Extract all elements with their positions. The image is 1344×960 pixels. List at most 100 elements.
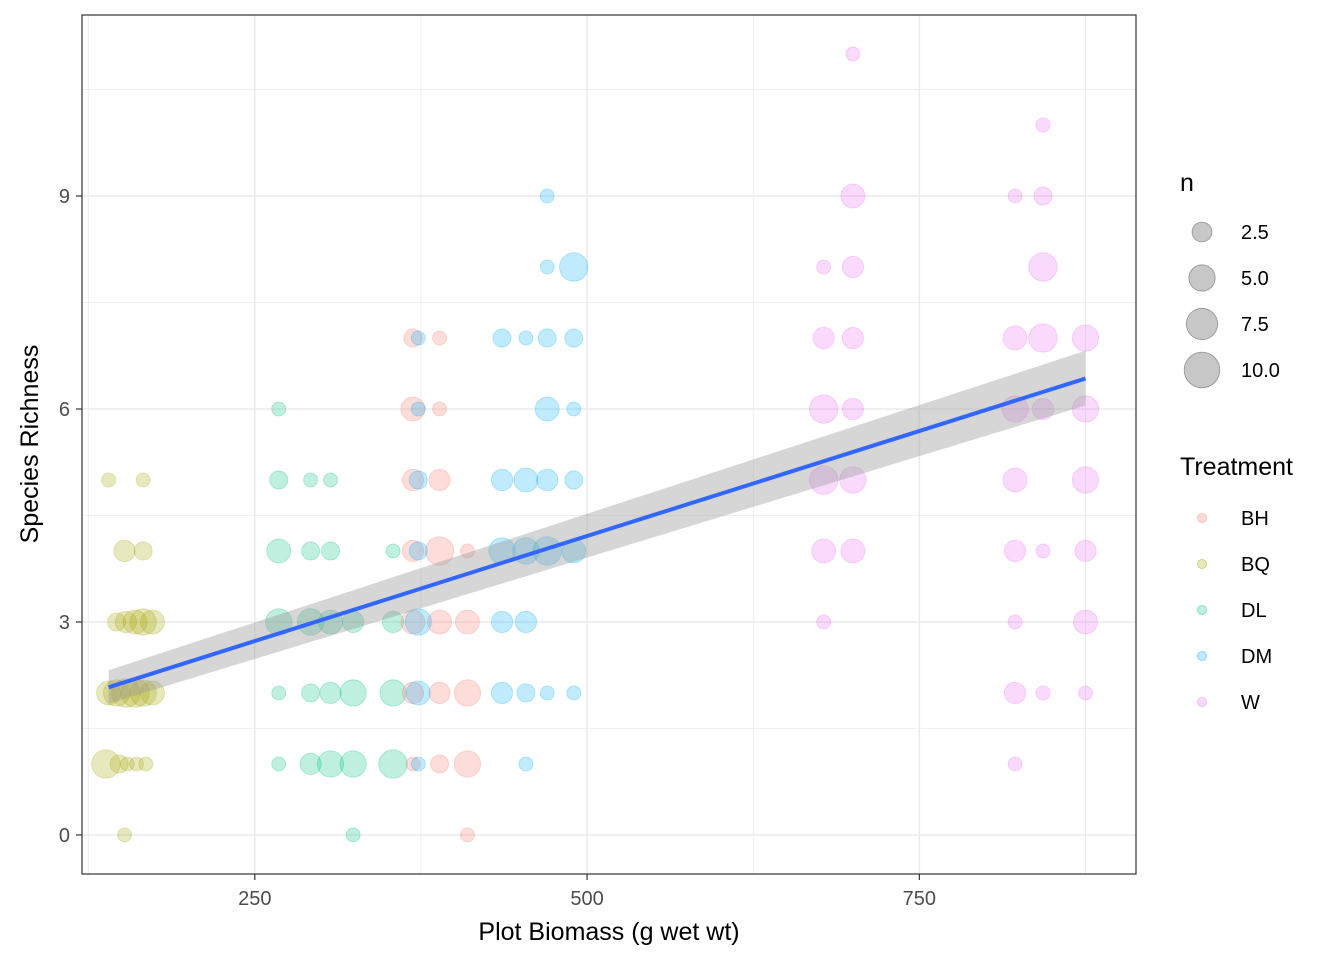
data-point-bh	[430, 754, 450, 774]
size-legend-label: 7.5	[1241, 314, 1269, 336]
data-point-dl	[379, 679, 407, 707]
data-point-w	[809, 465, 839, 495]
size-legend-key	[1183, 351, 1221, 389]
data-point-w	[1007, 756, 1023, 772]
data-point-dm	[536, 468, 559, 492]
data-point-dl	[385, 543, 401, 559]
data-point-w	[1035, 117, 1051, 133]
data-point-bq	[91, 749, 121, 779]
data-point-bq	[101, 472, 116, 488]
size-legend-key	[1191, 221, 1213, 243]
data-point-w	[841, 255, 864, 279]
data-point-bh	[427, 609, 452, 635]
data-point-dm	[410, 756, 426, 772]
data-point-bq	[122, 609, 148, 635]
size-legend-key	[1188, 264, 1216, 292]
data-point-bh	[432, 401, 447, 417]
data-point-dm	[405, 680, 431, 706]
data-point-dl	[316, 750, 345, 778]
data-point-w	[1003, 681, 1027, 705]
treatment-legend-key	[1197, 605, 1207, 615]
x-tick-label: 250	[238, 888, 271, 910]
data-point-dl	[303, 472, 319, 488]
size-legend-label: 10.0	[1241, 360, 1280, 382]
data-point-w	[816, 614, 832, 630]
treatment-legend-label: DM	[1241, 646, 1272, 668]
data-point-dm	[490, 468, 514, 492]
data-point-w	[1078, 685, 1093, 701]
data-point-dl	[301, 541, 321, 561]
data-point-bq	[129, 679, 157, 707]
data-point-dl	[299, 752, 322, 776]
data-point-dm	[539, 188, 555, 204]
data-point-dm	[537, 328, 557, 348]
data-point-w	[845, 46, 861, 62]
data-point-w	[840, 183, 866, 209]
data-point-bh	[460, 827, 475, 843]
size-legend-title: n	[1180, 169, 1194, 197]
treatment-legend-key	[1197, 651, 1207, 661]
data-point-bh	[401, 681, 425, 705]
data-point-dm	[404, 608, 432, 636]
treatment-legend-label: BQ	[1241, 554, 1270, 576]
data-point-dm	[410, 401, 426, 417]
trend-line	[107, 376, 1087, 690]
data-point-dm	[492, 328, 512, 348]
data-point-bh	[424, 536, 455, 566]
data-point-w	[841, 397, 864, 421]
data-point-dl	[378, 749, 408, 779]
data-point-bh	[400, 609, 426, 635]
data-point-w	[1035, 543, 1051, 559]
y-tick-label: 3	[59, 612, 70, 634]
data-point-w	[1073, 609, 1098, 635]
size-legend: n 2.5 5.0 7.5 10.0	[1180, 169, 1280, 389]
treatment-legend-label: W	[1241, 692, 1260, 714]
plot-background	[82, 15, 1136, 874]
data-point-dm	[539, 259, 555, 275]
data-point-dl	[271, 401, 287, 417]
data-point-w	[1071, 466, 1100, 494]
data-point-w	[1031, 397, 1055, 421]
data-point-bh	[460, 543, 475, 559]
y-axis-title: Species Richness	[16, 345, 44, 544]
plot-border	[81, 14, 1137, 875]
data-point-dm	[566, 685, 582, 701]
size-legend-label: 2.5	[1241, 222, 1269, 244]
treatment-legend-key	[1197, 559, 1207, 569]
data-points	[91, 46, 1100, 843]
data-point-bh	[453, 679, 482, 707]
treatment-legend-label: BH	[1241, 508, 1269, 530]
y-tick-label: 6	[59, 399, 70, 421]
data-point-w	[1002, 467, 1028, 493]
size-legend-label: 5.0	[1241, 268, 1269, 290]
x-axis-title: Plot Biomass (g wet wt)	[478, 918, 739, 946]
data-point-w	[841, 326, 864, 350]
data-point-dm	[532, 536, 562, 566]
data-point-w	[1028, 323, 1058, 353]
data-point-dl	[301, 683, 321, 703]
data-point-bq	[114, 610, 137, 634]
data-point-w	[1007, 188, 1023, 204]
data-point-bh	[403, 328, 423, 348]
data-point-dl	[319, 681, 342, 705]
x-axis-ticks: 250 500 750	[238, 874, 936, 910]
data-point-w	[1071, 324, 1100, 352]
treatment-legend-title: Treatment	[1180, 453, 1293, 481]
data-point-dl	[271, 685, 287, 701]
data-point-bq	[140, 680, 165, 706]
data-point-dl	[381, 610, 405, 634]
data-point-dl	[339, 679, 367, 707]
data-point-dm	[408, 470, 428, 490]
y-axis-ticks: 0 3 6 9	[59, 186, 82, 847]
data-point-dm	[513, 467, 539, 493]
data-point-bq	[109, 754, 129, 774]
data-point-bq	[135, 472, 151, 488]
data-point-dm	[518, 756, 534, 772]
data-point-dm	[490, 681, 514, 705]
data-point-dm	[516, 683, 536, 703]
data-point-bq	[129, 608, 157, 636]
gridlines	[82, 15, 1136, 874]
data-point-w	[811, 538, 837, 564]
data-point-bh	[428, 468, 451, 492]
data-point-dl	[339, 750, 367, 778]
